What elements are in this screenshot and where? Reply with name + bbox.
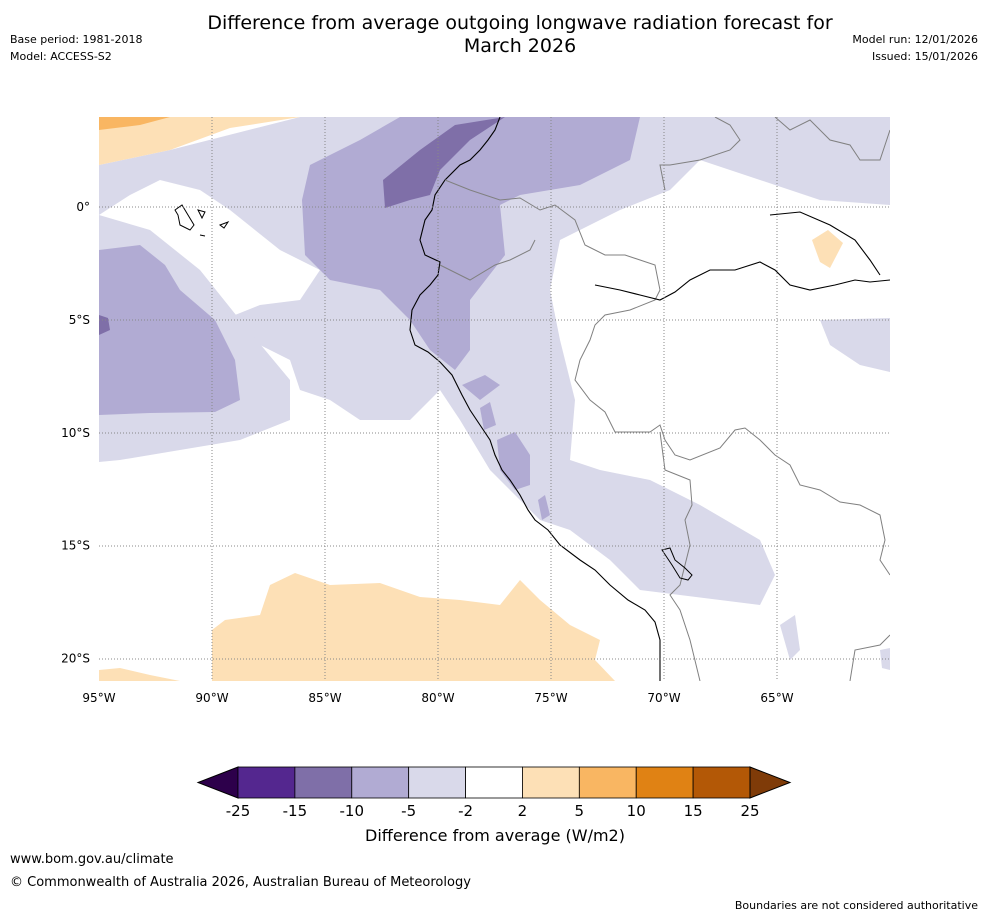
anomaly-region-medium-negative-peru4 (538, 495, 550, 520)
galapagos-islands (174, 204, 230, 237)
colorbar-tick-label: 2 (518, 802, 528, 820)
titicaca-lake (661, 547, 693, 581)
lat-label: 5°S (69, 313, 90, 327)
lon-labels: 95°W 90°W 85°W 80°W 75°W 70°W 65°W (82, 691, 793, 705)
issued-label: Issued: 15/01/2026 (871, 50, 978, 63)
colorbar-tick-label: -2 (458, 802, 473, 820)
lon-label: 95°W (82, 691, 115, 705)
meta-left: Base period: 1981-2018 Model: ACCESS-S2 (10, 31, 142, 65)
footer-copyright: © Commonwealth of Australia 2026, Austra… (10, 875, 471, 890)
model-run-label: Model run: 12/01/2026 (852, 33, 978, 46)
country-border (444, 179, 890, 576)
colorbar-label: Difference from average (W/m2) (365, 826, 625, 845)
colorbar-tick-label: -10 (340, 802, 365, 820)
colorbar-segment (578, 766, 637, 799)
anomaly-region-light-positive-east (812, 230, 843, 268)
model-label: Model: ACCESS-S2 (10, 50, 112, 63)
chart-title: Difference from average outgoing longwav… (160, 12, 880, 58)
colorbar-tick-label: -5 (401, 802, 416, 820)
anomaly-region-light-negative-east (820, 318, 890, 372)
lat-label: 0° (76, 200, 90, 214)
river-north (769, 211, 881, 276)
anomaly-region-light-positive-south (99, 573, 615, 681)
colorbar-tick-label: 5 (575, 802, 585, 820)
anomaly-region-light-negative (99, 117, 890, 605)
lon-label: 80°W (421, 691, 454, 705)
colorbar (196, 766, 792, 799)
colorbar-segment (237, 766, 296, 799)
anomaly-region-strong-negative-west (99, 315, 110, 335)
country-border-2 (439, 117, 890, 281)
title-line-2: March 2026 (463, 35, 577, 57)
colorbar-tick-label: 10 (627, 802, 646, 820)
colorbar-segment (635, 766, 694, 799)
anomaly-region-moderate-positive (99, 117, 170, 130)
lon-label: 70°W (647, 691, 680, 705)
amazon-river (594, 261, 890, 301)
colorbar-underflow (196, 766, 239, 799)
colorbar-tick-label: 15 (684, 802, 703, 820)
colorbar-segment (294, 766, 353, 799)
anomaly-region-light-negative-se (780, 615, 800, 660)
anomaly-region-medium-negative-west (99, 245, 240, 415)
colorbar-segment (692, 766, 751, 799)
colorbar-segment (522, 766, 580, 799)
map-panel (99, 117, 890, 681)
lon-label: 85°W (308, 691, 341, 705)
title-line-1: Difference from average outgoing longwav… (207, 12, 833, 34)
lat-label: 10°S (61, 426, 90, 440)
footer-url: www.bom.gov.au/climate (10, 852, 174, 867)
coastline (409, 117, 661, 681)
anomaly-region-medium-negative-peru2 (462, 375, 500, 400)
anomaly-region-medium-negative-peru3 (480, 402, 496, 430)
base-period-label: Base period: 1981-2018 (10, 33, 143, 46)
lat-labels: 0° 5°S 10°S 15°S 20°S (61, 200, 90, 665)
colorbar-ticks: -25 -15 -10 -5 -2 2 5 10 15 25 (226, 802, 760, 820)
anomaly-region-light-positive-nw (99, 117, 300, 165)
colorbar-overflow (749, 766, 792, 799)
lon-label: 65°W (760, 691, 793, 705)
anomaly-region-strong-negative (383, 117, 505, 208)
lon-gridlines (211, 117, 778, 681)
colorbar-segment (465, 766, 523, 799)
footer-disclaimer: Boundaries are not considered authoritat… (734, 899, 978, 912)
colorbar-segment (408, 766, 466, 799)
colorbar-tick-label: -25 (226, 802, 251, 820)
country-border-3 (659, 431, 890, 681)
colorbar-segment (351, 766, 410, 799)
meta-right: Model run: 12/01/2026 Issued: 15/01/2026 (852, 31, 978, 65)
lon-label: 90°W (195, 691, 228, 705)
lat-label: 20°S (61, 651, 90, 665)
lon-label: 75°W (534, 691, 567, 705)
lat-label: 15°S (61, 539, 90, 553)
colorbar-tick-label: 25 (740, 802, 759, 820)
colorbar-tick-label: -15 (283, 802, 308, 820)
anomaly-region-medium-negative-peru (497, 432, 530, 490)
